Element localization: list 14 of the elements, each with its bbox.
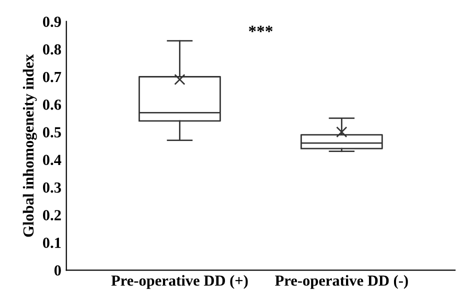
- y-tick-label: 0: [54, 265, 61, 276]
- y-tick-label: 0.8: [42, 44, 61, 55]
- x-tick-label: Pre-operative DD (-): [275, 275, 408, 289]
- annotation: ***: [248, 26, 273, 32]
- x-tick-label: Pre-operative DD (+): [111, 275, 248, 289]
- y-tick-label: 0.5: [42, 127, 61, 138]
- y-tick-label: 0.1: [42, 238, 61, 248]
- y-tick-label: 0.6: [42, 100, 62, 110]
- y-tick-label: 0.7: [42, 72, 62, 82]
- y-tick-label: 0.3: [42, 182, 61, 193]
- y-tick-label: 0.9: [42, 16, 61, 28]
- y-axis-title: Global inhomogeneity index: [22, 54, 37, 237]
- y-tick-label: 0.2: [42, 210, 61, 220]
- y-tick-label: 0.4: [42, 154, 62, 166]
